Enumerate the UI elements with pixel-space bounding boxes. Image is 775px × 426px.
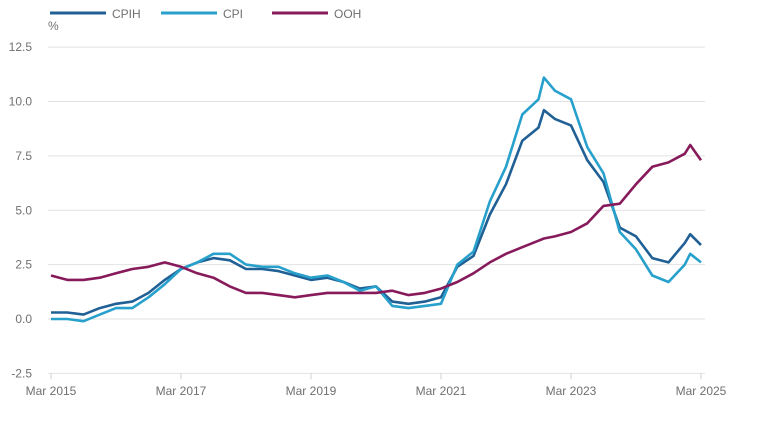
y-tick-label: 5.0 xyxy=(15,203,32,217)
y-tick-label: 10.0 xyxy=(9,95,33,109)
y-tick-label: -2.5 xyxy=(11,366,32,380)
x-tick-label: Mar 2023 xyxy=(546,384,597,398)
y-axis-unit-label: % xyxy=(48,19,59,33)
x-tick-label: Mar 2025 xyxy=(676,384,727,398)
series-line-ooh xyxy=(50,143,703,299)
y-axis: 12.5 10.0 7.5 5.0 2.5 0.0 -2.5 xyxy=(9,40,33,380)
x-tick-label: Mar 2015 xyxy=(26,384,77,398)
gridlines xyxy=(48,46,705,374)
legend-label-cpi: CPI xyxy=(223,7,243,21)
series-line-cpi xyxy=(51,76,702,323)
x-axis: Mar 2015 Mar 2017 Mar 2019 Mar 2021 Mar 2023… xyxy=(26,373,727,398)
y-tick-label: 7.5 xyxy=(15,149,32,163)
legend-label-ooh: OOH xyxy=(334,7,361,21)
x-tick-label: Mar 2021 xyxy=(416,384,467,398)
legend: CPIH CPI OOH xyxy=(50,7,361,21)
x-tick-label: Mar 2017 xyxy=(156,384,207,398)
y-tick-label: 2.5 xyxy=(15,258,32,272)
series-lines xyxy=(50,76,703,323)
y-tick-label: 12.5 xyxy=(9,40,33,54)
y-tick-label: 0.0 xyxy=(15,312,32,326)
x-tick-label: Mar 2019 xyxy=(286,384,337,398)
series-line-cpih xyxy=(51,108,702,316)
legend-label-cpih: CPIH xyxy=(112,7,141,21)
